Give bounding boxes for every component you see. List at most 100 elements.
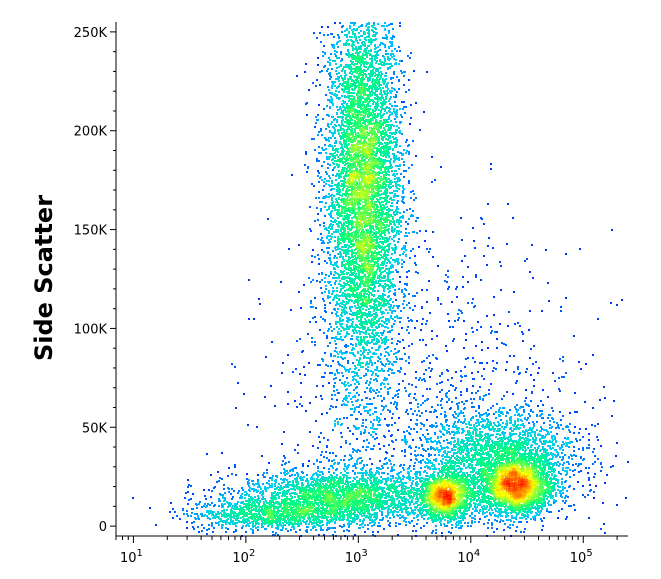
event-dot — [381, 262, 383, 264]
event-dot — [338, 98, 340, 100]
event-dot — [394, 294, 396, 296]
event-dot — [403, 188, 405, 190]
event-dot — [524, 260, 526, 262]
event-dot — [341, 273, 343, 275]
event-dot — [384, 277, 386, 279]
event-dot — [354, 117, 356, 119]
event-dot — [500, 265, 502, 267]
event-dot — [393, 305, 395, 307]
event-dot — [318, 191, 320, 193]
event-dot — [351, 85, 353, 87]
event-dot — [339, 291, 341, 293]
event-dot — [384, 275, 386, 277]
event-dot — [315, 197, 317, 199]
event-dot — [346, 40, 348, 42]
event-dot — [355, 36, 357, 38]
event-dot — [394, 214, 396, 216]
event-dot — [404, 283, 406, 285]
event-dot — [359, 200, 361, 202]
event-dot — [480, 279, 482, 281]
event-dot — [363, 201, 365, 203]
event-dot — [331, 44, 333, 46]
event-dot — [366, 207, 368, 209]
event-dot — [370, 43, 372, 45]
event-dot — [379, 143, 381, 145]
event-dot — [355, 307, 357, 309]
event-dot — [374, 261, 376, 263]
event-dot — [367, 205, 369, 207]
event-dot — [387, 219, 389, 221]
event-dot — [378, 163, 380, 165]
event-dot — [343, 203, 345, 205]
event-dot — [490, 163, 492, 165]
event-dot — [388, 171, 390, 173]
event-dot — [327, 99, 329, 101]
event-dot — [350, 223, 352, 225]
event-dot — [353, 231, 355, 233]
event-dot — [354, 185, 356, 187]
event-dot — [402, 108, 404, 110]
event-dot — [399, 122, 401, 124]
event-dot — [335, 201, 337, 203]
event-dot — [395, 63, 397, 65]
event-dot — [348, 300, 350, 302]
event-dot — [378, 109, 380, 111]
event-dot — [328, 140, 330, 142]
event-dot — [385, 34, 387, 36]
event-dot — [378, 98, 380, 100]
event-dot — [611, 229, 613, 231]
event-dot — [332, 83, 334, 85]
event-dot — [357, 115, 359, 117]
event-dot — [343, 301, 345, 303]
event-dot — [319, 201, 321, 203]
event-dot — [319, 224, 321, 226]
event-dot — [368, 193, 370, 195]
event-dot — [347, 253, 349, 255]
event-dot — [399, 217, 401, 219]
event-dot — [340, 112, 342, 114]
event-dot — [371, 282, 373, 284]
event-dot — [344, 290, 346, 292]
event-dot — [389, 146, 391, 148]
event-dot — [333, 127, 335, 129]
event-dot — [382, 267, 384, 269]
event-dot — [337, 109, 339, 111]
event-dot — [380, 71, 382, 73]
event-dot — [388, 116, 390, 118]
event-dot — [400, 173, 402, 175]
event-dot — [403, 293, 405, 295]
event-dot — [399, 185, 401, 187]
event-dot — [382, 243, 384, 245]
event-dot — [388, 24, 390, 26]
event-dot — [370, 172, 372, 174]
event-dot — [388, 100, 390, 102]
event-dot — [334, 207, 336, 209]
event-dot — [358, 226, 360, 228]
event-dot — [406, 139, 408, 141]
event-dot — [490, 168, 492, 170]
event-dot — [403, 101, 405, 103]
event-dot — [334, 152, 336, 154]
event-dot — [336, 57, 338, 59]
event-dot — [396, 187, 398, 189]
event-dot — [388, 201, 390, 203]
event-dot — [381, 246, 383, 248]
event-dot — [369, 58, 371, 60]
event-dot — [357, 127, 359, 129]
event-dot — [311, 138, 313, 140]
event-dot — [410, 117, 412, 119]
event-dot — [318, 197, 320, 199]
event-dot — [368, 263, 370, 265]
event-dot — [403, 251, 405, 253]
event-dot — [341, 77, 343, 79]
event-dot — [319, 71, 321, 73]
event-dot — [332, 250, 334, 252]
event-dot — [369, 91, 371, 93]
event-dot — [394, 118, 396, 120]
event-dot — [374, 92, 376, 94]
event-dot — [388, 225, 390, 227]
event-dot — [325, 139, 327, 141]
event-dot — [405, 152, 407, 154]
event-dot — [392, 53, 394, 55]
event-dot — [318, 104, 320, 106]
